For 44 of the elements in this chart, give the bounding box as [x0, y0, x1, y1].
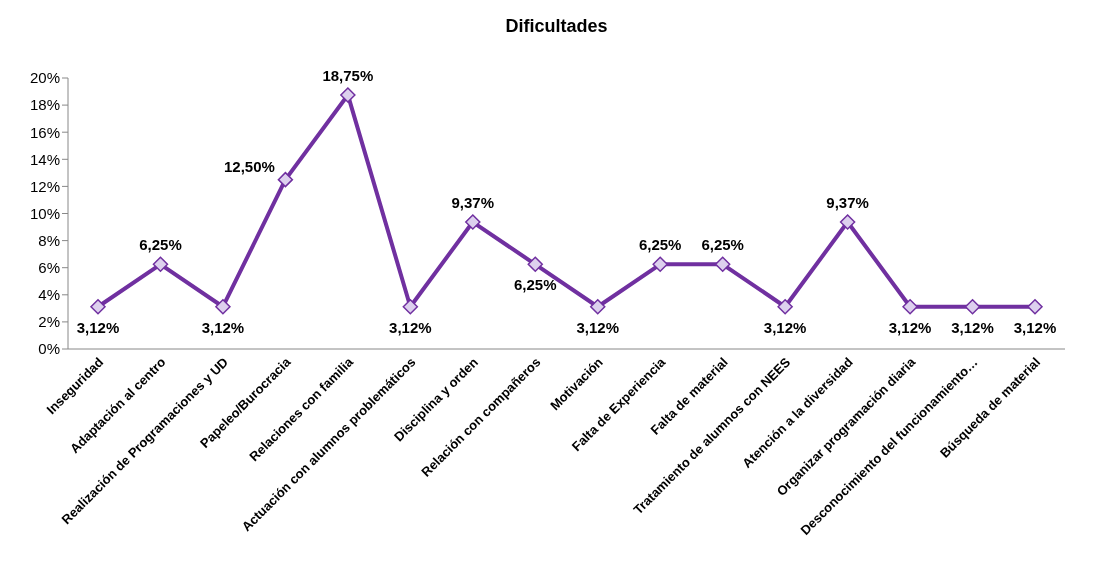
y-tick-label: 12% [29, 177, 60, 195]
y-tick-label: 6% [38, 259, 60, 277]
data-label: 3,12% [763, 318, 807, 336]
point [152, 256, 169, 273]
data-label: 3,12% [888, 318, 932, 336]
data-label: 3,12% [576, 318, 620, 336]
point [652, 256, 668, 273]
y-tick-label: 14% [29, 150, 60, 168]
y-tick-label: 4% [38, 286, 60, 304]
point [589, 298, 606, 315]
data-label: 3,12% [389, 318, 432, 336]
data-label: 9,37% [451, 194, 495, 212]
data-label: 3,12% [201, 318, 245, 336]
y-tick-label: 18% [29, 96, 60, 114]
point [465, 214, 481, 230]
point [839, 214, 856, 230]
data-label: 6,25% [638, 236, 682, 254]
data-label: 6,25% [513, 276, 557, 294]
point [277, 171, 294, 188]
point [527, 256, 544, 273]
point [902, 298, 918, 315]
y-tick-label: 8% [38, 231, 60, 249]
data-label: 3,12% [951, 318, 994, 336]
data-label: 18,75% [322, 66, 374, 84]
point [777, 298, 793, 315]
data-label: 3,12% [76, 318, 120, 336]
point [340, 87, 356, 103]
data-label: 9,37% [826, 194, 869, 212]
y-tick-label: 0% [38, 340, 60, 358]
y-tick-label: 10% [29, 204, 60, 222]
point [714, 256, 731, 273]
y-tick-label: 20% [29, 69, 60, 87]
point [1027, 298, 1043, 315]
point [964, 298, 981, 315]
y-tick-label: 2% [38, 313, 60, 331]
y-tick-label: 16% [29, 123, 60, 141]
data-label: 6,25% [701, 236, 744, 254]
point [90, 298, 106, 315]
chart-title: Dificultades [504, 15, 609, 38]
data-label: 6,25% [139, 236, 182, 254]
point [402, 298, 419, 315]
data-label: 3,12% [1013, 318, 1057, 336]
point [215, 298, 231, 315]
data-label: 12,50% [223, 157, 275, 175]
